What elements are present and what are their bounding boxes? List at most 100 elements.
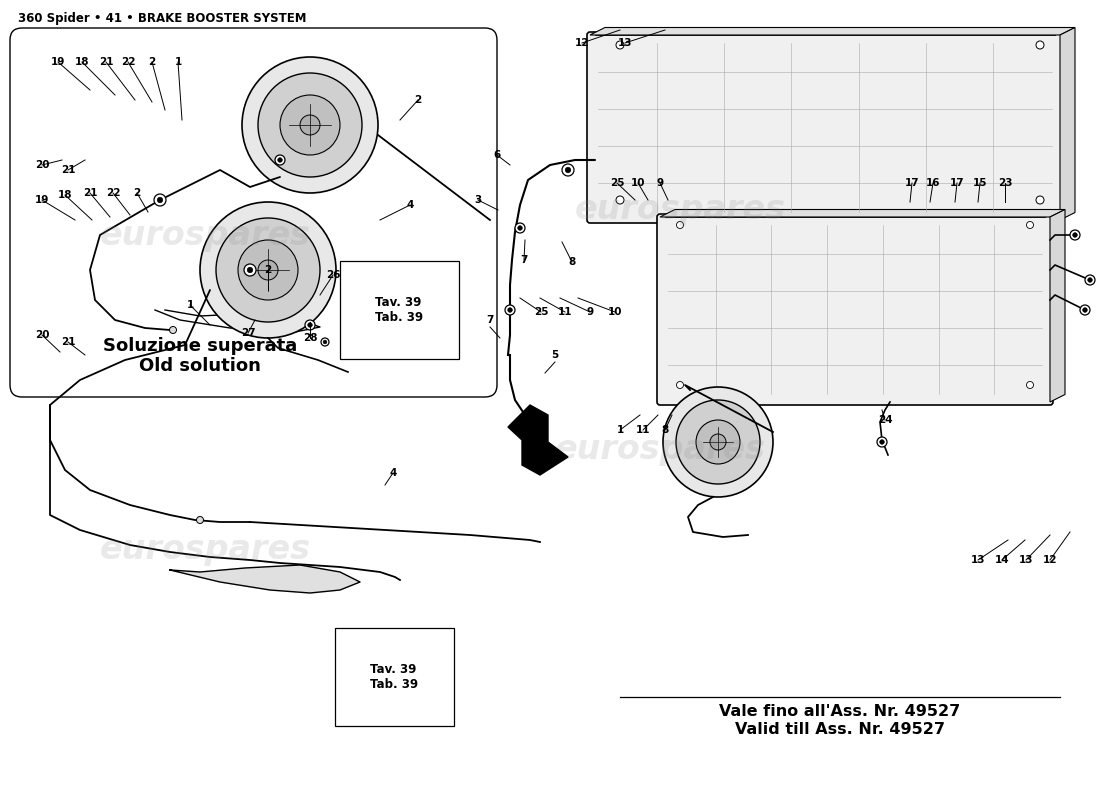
Circle shape (508, 308, 513, 312)
Text: 10: 10 (630, 178, 646, 188)
Circle shape (216, 218, 320, 322)
Polygon shape (1050, 210, 1065, 402)
Circle shape (154, 194, 166, 206)
Text: 18: 18 (75, 57, 89, 67)
Circle shape (305, 320, 315, 330)
Text: Old solution: Old solution (139, 357, 261, 375)
Circle shape (880, 440, 884, 444)
Polygon shape (508, 405, 568, 475)
Text: 4: 4 (406, 200, 414, 210)
Circle shape (1026, 222, 1034, 229)
Polygon shape (590, 27, 1075, 35)
Circle shape (1085, 275, 1094, 285)
FancyBboxPatch shape (657, 214, 1053, 405)
Text: eurospares: eurospares (99, 534, 310, 566)
Text: Valid till Ass. Nr. 49527: Valid till Ass. Nr. 49527 (735, 722, 945, 738)
Text: Tav. 39
Tab. 39: Tav. 39 Tab. 39 (370, 663, 418, 691)
Text: 11: 11 (558, 307, 572, 317)
Circle shape (200, 202, 336, 338)
Text: 1: 1 (186, 300, 194, 310)
Circle shape (710, 434, 726, 450)
Circle shape (248, 267, 253, 273)
Circle shape (275, 155, 285, 165)
Text: 16: 16 (926, 178, 940, 188)
Circle shape (321, 338, 329, 346)
Text: 10: 10 (607, 307, 623, 317)
Text: 11: 11 (636, 425, 650, 435)
Text: 5: 5 (551, 350, 559, 360)
Text: 19: 19 (35, 195, 50, 205)
Text: 360 Spider • 41 • BRAKE BOOSTER SYSTEM: 360 Spider • 41 • BRAKE BOOSTER SYSTEM (18, 12, 307, 25)
Text: 22: 22 (106, 188, 120, 198)
Text: 25: 25 (534, 307, 548, 317)
Text: 7: 7 (486, 315, 494, 325)
Text: 26: 26 (326, 270, 340, 280)
Circle shape (676, 222, 683, 229)
Circle shape (676, 400, 760, 484)
Circle shape (1088, 278, 1092, 282)
Circle shape (300, 115, 320, 135)
Text: 15: 15 (972, 178, 988, 188)
Polygon shape (1060, 27, 1075, 220)
Text: 18: 18 (57, 190, 73, 200)
Circle shape (244, 264, 256, 276)
Text: 8: 8 (661, 425, 669, 435)
Text: 17: 17 (904, 178, 920, 188)
Text: eurospares: eurospares (99, 218, 310, 251)
Text: 2: 2 (133, 188, 141, 198)
Text: 24: 24 (878, 415, 892, 425)
Circle shape (616, 41, 624, 49)
Text: 14: 14 (994, 555, 1010, 565)
Circle shape (877, 437, 887, 447)
Text: 9: 9 (586, 307, 594, 317)
Text: 2: 2 (415, 95, 421, 105)
Circle shape (518, 226, 522, 230)
Circle shape (1036, 196, 1044, 204)
Text: 28: 28 (302, 333, 317, 343)
Circle shape (238, 240, 298, 300)
FancyBboxPatch shape (587, 32, 1063, 223)
Text: 27: 27 (241, 328, 255, 338)
Text: 22: 22 (121, 57, 135, 67)
Text: 25: 25 (609, 178, 625, 188)
Circle shape (242, 57, 378, 193)
Circle shape (197, 517, 204, 523)
Text: 21: 21 (82, 188, 97, 198)
Circle shape (1082, 308, 1087, 312)
Circle shape (1072, 233, 1077, 238)
Text: 19: 19 (51, 57, 65, 67)
Text: 1: 1 (175, 57, 182, 67)
Text: 20: 20 (35, 330, 50, 340)
Text: Soluzione superata: Soluzione superata (103, 337, 297, 355)
Text: 21: 21 (99, 57, 113, 67)
Circle shape (515, 223, 525, 233)
Text: Vale fino all'Ass. Nr. 49527: Vale fino all'Ass. Nr. 49527 (719, 705, 960, 719)
Circle shape (1080, 305, 1090, 315)
Circle shape (157, 198, 163, 202)
Text: 23: 23 (998, 178, 1012, 188)
Circle shape (277, 158, 283, 162)
Text: 7: 7 (520, 255, 528, 265)
Circle shape (1070, 230, 1080, 240)
Circle shape (505, 305, 515, 315)
FancyBboxPatch shape (10, 28, 497, 397)
Text: 2: 2 (148, 57, 155, 67)
Text: 8: 8 (569, 257, 575, 267)
Text: Tav. 39
Tab. 39: Tav. 39 Tab. 39 (375, 296, 424, 324)
Text: 13: 13 (618, 38, 632, 48)
Circle shape (562, 164, 574, 176)
Circle shape (1026, 382, 1034, 389)
Circle shape (663, 387, 773, 497)
Text: 9: 9 (657, 178, 663, 188)
Circle shape (169, 326, 176, 334)
Text: 13: 13 (1019, 555, 1033, 565)
Circle shape (258, 73, 362, 177)
Circle shape (323, 340, 327, 344)
Text: 13: 13 (970, 555, 986, 565)
Text: eurospares: eurospares (574, 194, 785, 226)
Circle shape (696, 420, 740, 464)
Text: 12: 12 (1043, 555, 1057, 565)
Circle shape (308, 322, 312, 327)
Text: 4: 4 (389, 468, 397, 478)
Text: 1: 1 (616, 425, 624, 435)
